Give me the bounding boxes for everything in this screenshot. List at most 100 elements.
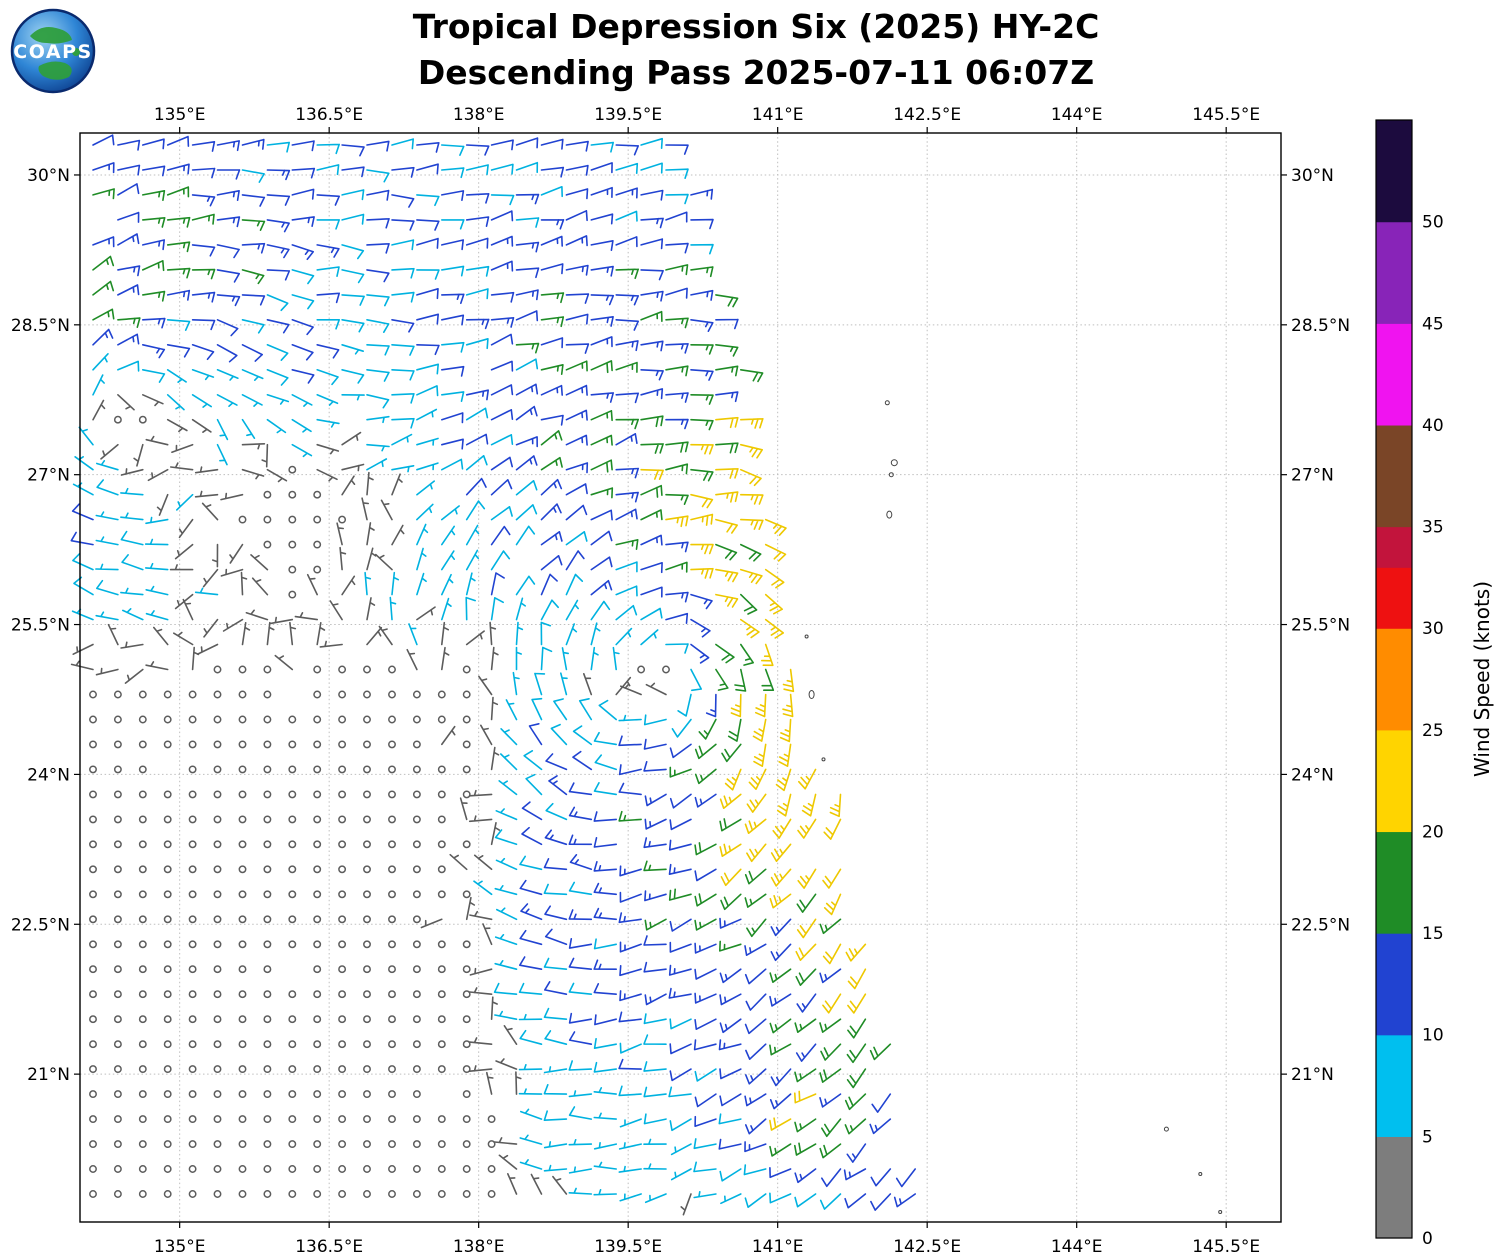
wind-barb: [391, 166, 415, 178]
calm-circle: [388, 1090, 396, 1099]
island-outline: [890, 459, 898, 467]
colorbar-tick-label: 45: [1422, 314, 1444, 334]
wind-barb: [241, 194, 266, 207]
wind-barb: [619, 865, 642, 877]
calm-circle: [163, 1115, 172, 1124]
wind-barb: [640, 269, 664, 281]
wind-barb: [565, 599, 579, 621]
wind-barb: [819, 968, 842, 984]
wind-barb: [120, 487, 144, 496]
wind-barb: [216, 344, 238, 363]
wind-barb: [693, 1039, 717, 1051]
wind-barb: [142, 190, 166, 201]
calm-circle: [338, 815, 347, 824]
wind-barb: [486, 1071, 494, 1095]
wind-barb: [820, 1043, 842, 1061]
wind-barb: [615, 604, 638, 621]
wind-barb: [769, 968, 792, 983]
wind-barb: [408, 623, 418, 646]
wind-barb: [520, 1108, 543, 1120]
wind-barb: [191, 319, 216, 331]
wind-barb: [515, 137, 539, 149]
wind-barb: [565, 384, 588, 396]
calm-circle: [437, 1115, 446, 1124]
calm-circle: [238, 815, 247, 824]
calm-circle: [388, 890, 396, 899]
calm-circle: [138, 1015, 147, 1024]
colorbar-tick-label: 30: [1422, 619, 1444, 639]
calm-circle: [313, 1015, 322, 1024]
wind-barb: [568, 909, 593, 921]
wind-barb: [92, 353, 109, 371]
wind-barb: [615, 467, 639, 479]
calm-circle: [89, 1040, 97, 1049]
wind-barb: [166, 135, 190, 147]
wind-barb: [690, 543, 714, 555]
wind-barb: [715, 491, 739, 503]
wind-barb: [540, 186, 563, 198]
wind-barb: [478, 675, 493, 696]
wind-barb: [715, 416, 739, 429]
calm-circle: [437, 1140, 446, 1149]
wind-barb: [540, 316, 565, 328]
wind-barb: [375, 553, 393, 571]
wind-barb: [640, 468, 664, 480]
wind-barb: [519, 956, 543, 970]
calm-circle: [163, 1165, 172, 1173]
calm-circle: [462, 1140, 471, 1149]
wind-barb: [525, 773, 543, 796]
wind-barb: [619, 965, 642, 977]
wind-barb: [266, 319, 290, 334]
wind-barb: [615, 236, 638, 248]
calm-circle: [113, 865, 122, 874]
wind-barb: [490, 822, 501, 846]
calm-circle: [213, 1190, 222, 1198]
wind-barb: [182, 598, 194, 621]
wind-barb: [341, 431, 362, 446]
calm-circle: [138, 765, 147, 774]
calm-circle: [263, 665, 272, 674]
calm-circle: [89, 740, 97, 749]
calm-circle: [213, 815, 222, 824]
wind-barb: [743, 1164, 767, 1176]
wind-barb: [829, 793, 842, 818]
calm-circle: [338, 915, 347, 924]
wind-barb: [142, 217, 166, 228]
wind-barb: [565, 140, 589, 152]
wind-barb: [291, 369, 315, 384]
calm-circle: [138, 1140, 147, 1149]
wind-barb: [644, 993, 667, 1006]
wind-barb: [822, 868, 842, 889]
wind-barb: [117, 164, 141, 176]
wind-barb: [220, 568, 244, 577]
wind-barb: [366, 319, 390, 333]
wind-barb: [819, 918, 842, 935]
wind-barb: [540, 138, 564, 150]
wind-barb: [515, 436, 538, 448]
wind-barb: [341, 394, 365, 401]
wind-barb: [553, 698, 568, 721]
wind-barb: [823, 893, 842, 916]
wind-barb: [590, 622, 601, 646]
calm-circle: [238, 840, 247, 849]
calm-circle: [412, 1190, 421, 1198]
wind-barb: [640, 607, 663, 621]
wind-barb: [565, 235, 588, 247]
wind-barb: [690, 289, 714, 301]
wind-barb: [615, 508, 638, 521]
calm-circle: [313, 890, 322, 899]
wind-barb: [459, 797, 468, 821]
wind-barb: [893, 1193, 916, 1208]
calm-circle: [288, 715, 297, 724]
calm-circle: [138, 1090, 147, 1099]
wind-barb: [730, 693, 742, 718]
wind-barb: [117, 233, 140, 246]
wind-barb: [745, 1118, 767, 1135]
wind-barb: [665, 643, 689, 654]
calm-circle: [89, 790, 97, 799]
wind-barb: [643, 761, 667, 772]
calm-circle: [89, 690, 97, 699]
calm-circle: [89, 1065, 97, 1074]
calm-circle: [288, 1090, 297, 1099]
